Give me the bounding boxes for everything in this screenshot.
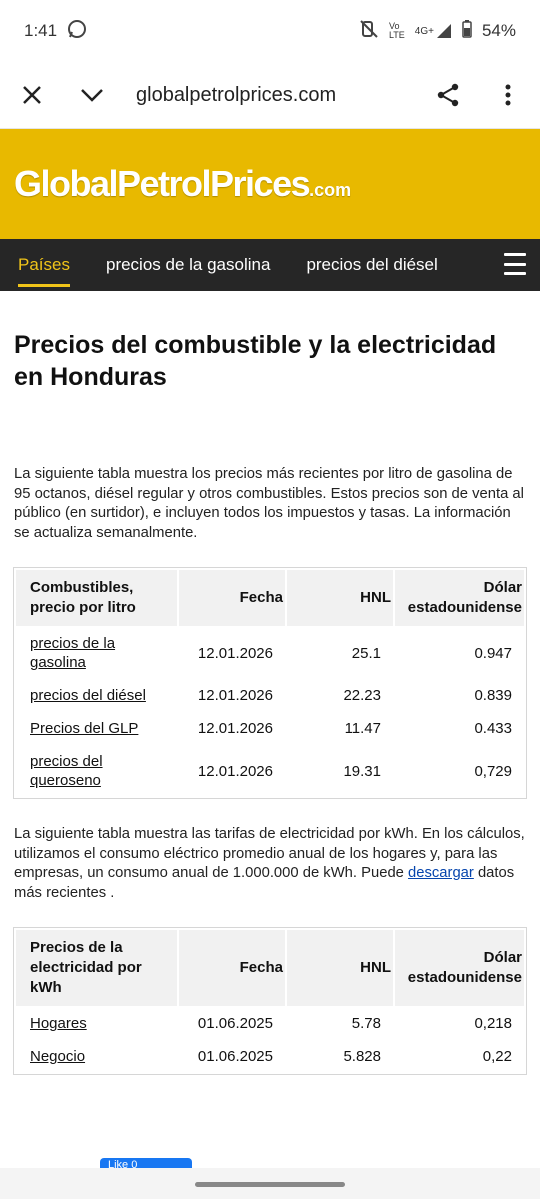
table-row: precios del diésel 12.01.2026 22.23 0.83… (16, 680, 524, 711)
battery-percent: 54% (481, 21, 516, 40)
page-title: Precios del combustible y la electricida… (14, 331, 497, 391)
hnl-cell: 25.1 (351, 644, 381, 662)
signal-icon: 4G+ (415, 23, 452, 39)
battery-icon (462, 19, 472, 43)
more-vert-icon[interactable] (494, 81, 522, 109)
nav-item-diesel[interactable]: precios del diésel (306, 255, 438, 274)
table-row: precios del queroseno 12.01.2026 19.31 0… (16, 746, 524, 796)
table-header-row: Precios de la electricidad por kWh Fecha… (16, 930, 524, 1006)
column-header: Combustibles, precio por litro (16, 570, 177, 626)
close-icon[interactable] (18, 81, 46, 109)
date-cell: 12.01.2026 (197, 762, 273, 780)
usd-cell: 0.433 (474, 720, 512, 737)
table-row: Precios del GLP 12.01.2026 11.47 0.433 (16, 713, 524, 744)
nav-item-countries[interactable]: Países (18, 255, 70, 287)
system-nav-area (0, 1168, 540, 1199)
households-link[interactable]: Hogares (30, 1015, 87, 1032)
hnl-cell: 22.23 (343, 687, 381, 704)
fuel-price-table: Combustibles, precio por litro Fecha HNL… (13, 567, 527, 799)
browser-toolbar: globalpetrolprices.com (0, 62, 540, 129)
table-row: Negocio 01.06.2025 5.828 0,22 (16, 1041, 524, 1072)
column-header: Dólar estadounidense (395, 570, 524, 626)
kerosene-link[interactable]: precios del queroseno (30, 753, 103, 789)
table-row: precios de la gasolina 12.01.2026 25.1 0… (16, 628, 524, 678)
mute-icon (359, 19, 379, 44)
gasoline-link[interactable]: precios de la gasolina (30, 635, 116, 671)
url-display[interactable]: globalpetrolprices.com (136, 83, 337, 106)
logo-suffix-text: .com (309, 180, 352, 200)
column-header: HNL (287, 570, 393, 626)
table-header-row: Combustibles, precio por litro Fecha HNL… (16, 570, 524, 626)
whatsapp-icon (67, 19, 87, 44)
usd-cell: 0,22 (482, 1048, 512, 1065)
status-time: 1:41 (24, 21, 58, 40)
table-row: Hogares 01.06.2025 5.78 0,218 (16, 1008, 524, 1039)
diesel-link[interactable]: precios del diésel (30, 687, 146, 704)
gesture-handle[interactable] (195, 1182, 345, 1187)
business-link[interactable]: Negocio (30, 1048, 86, 1065)
column-header: Precios de la electricidad por kWh (16, 930, 177, 1006)
usd-cell: 0.947 (474, 644, 512, 662)
site-nav: Países precios de la gasolina precios de… (0, 239, 540, 291)
usd-cell: 0,218 (474, 1015, 512, 1032)
date-cell: 12.01.2026 (197, 687, 273, 704)
hnl-cell: 11.47 (344, 720, 381, 737)
date-cell: 12.01.2026 (197, 720, 273, 737)
hnl-cell: 19.31 (343, 762, 381, 780)
usd-cell: 0,729 (474, 762, 512, 780)
lpg-link[interactable]: Precios del GLP (30, 720, 139, 737)
status-bar: 1:41 Vo LTE 4G+ 54% (0, 0, 540, 62)
column-header: HNL (287, 930, 393, 1006)
usd-cell: 0.839 (474, 687, 512, 704)
column-header: Fecha (179, 570, 285, 626)
column-header: Dólar estadounidense (395, 930, 524, 1006)
date-cell: 12.01.2026 (197, 644, 273, 662)
column-header: Fecha (179, 930, 285, 1006)
volte-icon: Vo LTE (388, 21, 405, 40)
electricity-text: La siguiente tabla muestra las tarifas d… (14, 826, 525, 881)
hnl-cell: 5.78 (351, 1015, 381, 1032)
logo-main-text: GlobalPetrolPrices (14, 163, 311, 204)
network-type: 4G+ (414, 25, 434, 37)
download-link[interactable]: descargar (408, 865, 474, 881)
chevron-down-icon[interactable] (78, 81, 106, 109)
electricity-text-end: datos más recientes . (14, 865, 515, 901)
hamburger-menu-icon[interactable] (504, 253, 526, 275)
hnl-cell: 5.828 (343, 1048, 381, 1065)
site-banner: GlobalPetrolPrices.com (0, 129, 540, 239)
intro-paragraph: La siguiente tabla muestra los precios m… (14, 466, 524, 541)
electricity-paragraph: La siguiente tabla muestra las tarifas d… (14, 825, 526, 903)
share-icon[interactable] (434, 81, 462, 109)
date-cell: 01.06.2025 (197, 1048, 273, 1065)
site-logo[interactable]: GlobalPetrolPrices.com (14, 163, 351, 205)
date-cell: 01.06.2025 (197, 1015, 273, 1032)
nav-item-gasoline[interactable]: precios de la gasolina (105, 255, 271, 274)
electricity-price-table: Precios de la electricidad por kWh Fecha… (13, 927, 527, 1075)
